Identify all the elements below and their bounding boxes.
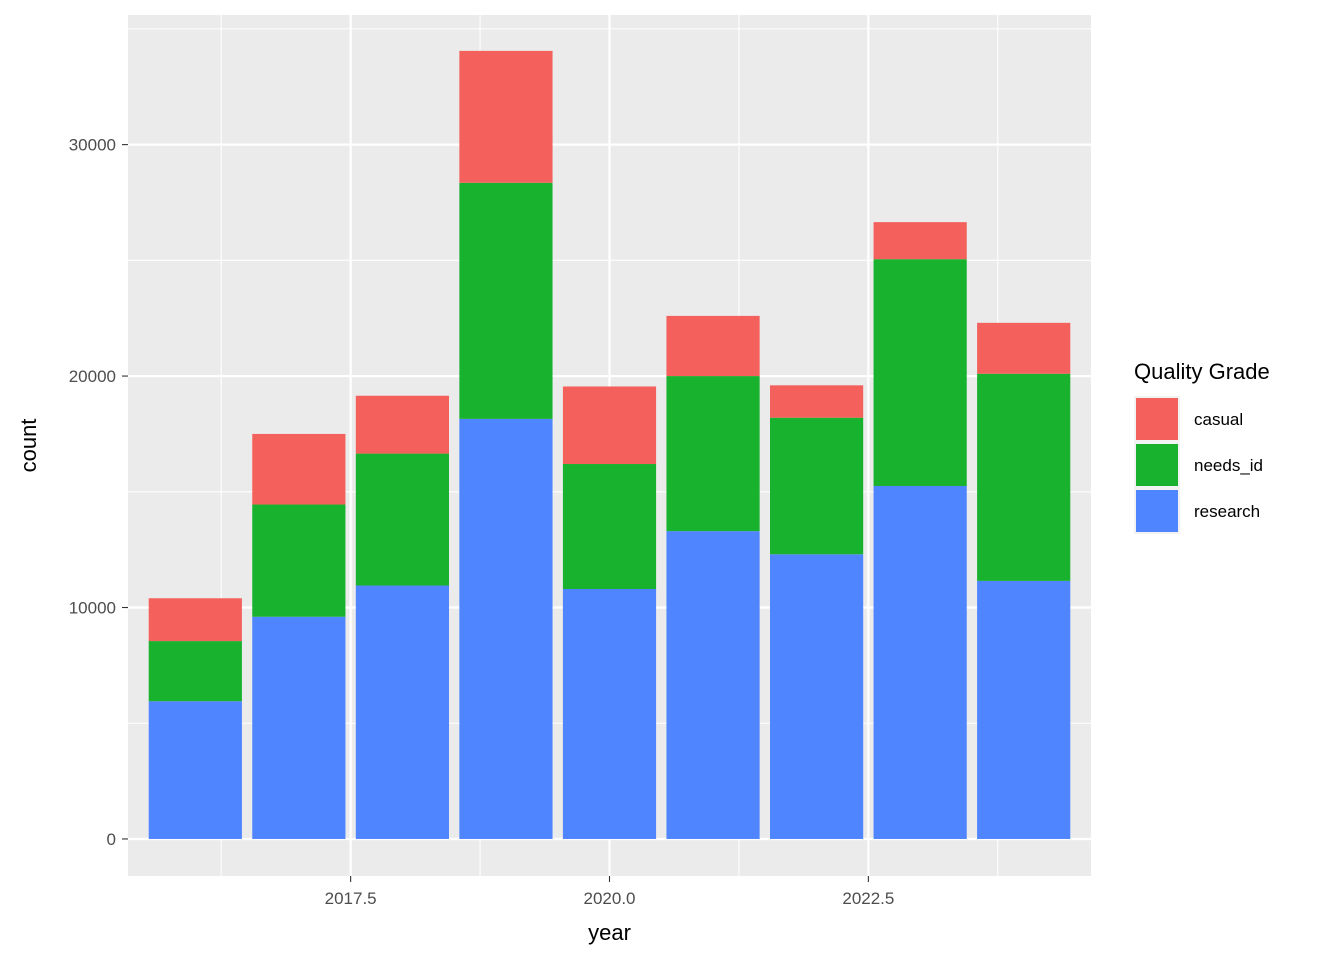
legend: Quality Grade casual needs_id research [1134,359,1270,534]
bar-segment-casual-2024 [977,322,1071,374]
bar-segment-needs_id-2023 [873,259,967,487]
bar-segment-needs_id-2017 [252,504,346,617]
bar-segment-research-2016 [148,701,242,839]
bar-segment-research-2023 [873,486,967,839]
legend-label-casual: casual [1194,410,1243,429]
bar-segment-needs_id-2016 [148,641,242,702]
y-tick-label: 10000 [69,599,116,618]
bar-segment-needs_id-2024 [977,373,1071,581]
bar-segment-research-2022 [770,554,864,839]
x-tick-label: 2022.5 [842,889,894,908]
bar-segment-casual-2022 [770,385,864,418]
y-tick-label: 0 [107,830,116,849]
legend-swatch-needs_id [1136,444,1178,486]
bar-segment-casual-2019 [459,50,553,183]
bar-segment-casual-2017 [252,433,346,505]
x-tick-label: 2017.5 [325,889,377,908]
legend-label-research: research [1194,502,1260,521]
bar-segment-needs_id-2020 [562,464,657,589]
bar-segment-research-2024 [977,580,1071,839]
legend-swatch-research [1136,490,1178,532]
y-tick-label: 20000 [69,367,116,386]
bar-segment-casual-2021 [666,315,760,377]
bar-segment-casual-2020 [562,386,657,465]
bar-segment-research-2017 [252,616,346,839]
legend-title: Quality Grade [1134,359,1270,384]
bar-segment-needs_id-2019 [459,182,553,419]
legend-label-needs_id: needs_id [1194,456,1263,475]
legend-swatch-casual [1136,398,1178,440]
bar-segment-needs_id-2022 [770,417,864,555]
bar-segment-research-2021 [666,531,760,839]
bar-segment-research-2020 [562,589,657,839]
bar-segment-research-2018 [355,585,449,839]
x-axis-title: year [588,920,631,945]
y-tick-label: 30000 [69,136,116,155]
bar-segment-casual-2018 [355,395,449,454]
bar-segment-casual-2016 [148,598,242,642]
x-tick-label: 2020.0 [584,889,636,908]
bar-segment-needs_id-2018 [355,453,449,586]
bar-segment-needs_id-2021 [666,376,760,532]
bar-segment-research-2019 [459,418,553,839]
bar-stacks [148,50,1071,839]
x-axis: 2017.5 2020.0 2022.5 [325,876,894,908]
y-axis-title: count [16,419,41,473]
bar-segment-casual-2023 [873,222,967,260]
y-axis: 0 10000 20000 30000 [69,136,128,849]
